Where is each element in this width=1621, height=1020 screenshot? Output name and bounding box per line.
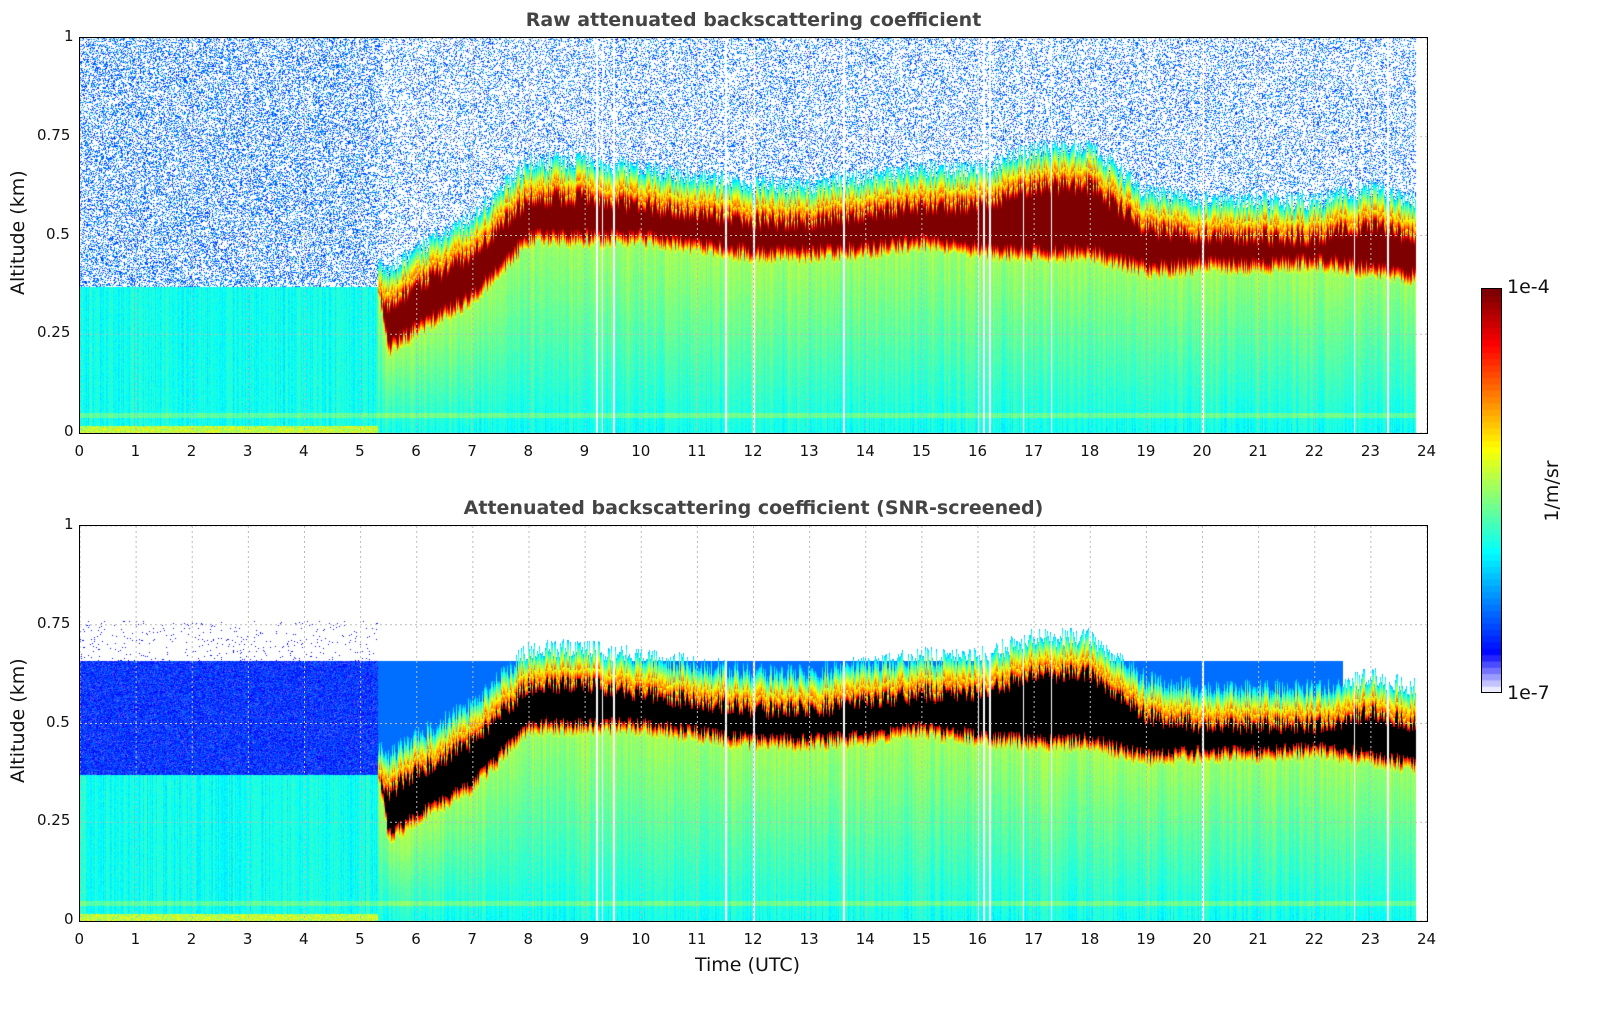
x-tick-label: 9 bbox=[579, 930, 590, 948]
x-tick-label: 13 bbox=[799, 442, 819, 460]
x-tick-label: 14 bbox=[855, 930, 875, 948]
x-tick-label: 16 bbox=[968, 442, 988, 460]
y-tick-label: 0.5 bbox=[46, 224, 70, 243]
x-tick-label: 6 bbox=[411, 930, 421, 948]
bottom-y-axis-label: Altitude (km) bbox=[7, 658, 29, 783]
x-tick-label: 4 bbox=[299, 442, 309, 460]
x-tick-label: 5 bbox=[355, 442, 365, 460]
x-tick-label: 14 bbox=[855, 442, 875, 460]
x-tick-label: 10 bbox=[631, 930, 651, 948]
x-tick-label: 0 bbox=[74, 930, 85, 948]
x-tick-label: 21 bbox=[1248, 442, 1268, 460]
x-tick-label: 13 bbox=[799, 930, 819, 948]
x-tick-label: 0 bbox=[74, 442, 85, 460]
top-y-axis-label: Altitude (km) bbox=[7, 170, 29, 295]
x-tick-label: 11 bbox=[687, 442, 707, 460]
x-tick-label: 16 bbox=[968, 930, 988, 948]
x-tick-label: 15 bbox=[911, 930, 931, 948]
x-tick-label: 24 bbox=[1417, 930, 1437, 948]
colorbar-min-label: 1e-7 bbox=[1507, 682, 1550, 704]
y-tick-label: 0.25 bbox=[37, 811, 71, 830]
x-tick-label: 6 bbox=[411, 442, 421, 460]
top-chart-title: Raw attenuated backscattering coefficien… bbox=[525, 9, 982, 31]
x-tick-label: 24 bbox=[1417, 442, 1437, 460]
x-tick-label: 2 bbox=[186, 442, 197, 460]
x-tick-label: 23 bbox=[1360, 442, 1380, 460]
x-tick-label: 4 bbox=[299, 930, 309, 948]
x-tick-label: 2 bbox=[186, 930, 197, 948]
y-tick-label: 0.75 bbox=[37, 125, 71, 144]
y-tick-label: 1 bbox=[64, 515, 74, 533]
x-axis-label: Time (UTC) bbox=[695, 954, 801, 976]
x-tick-label: 1 bbox=[130, 442, 141, 460]
x-tick-label: 12 bbox=[743, 442, 763, 460]
x-tick-label: 21 bbox=[1248, 930, 1268, 948]
y-tick-label: 0.5 bbox=[46, 712, 70, 731]
y-tick-label: 0.25 bbox=[37, 323, 71, 342]
y-tick-label: 0 bbox=[64, 422, 74, 440]
colorbar-label: 1/m/sr bbox=[1541, 460, 1563, 522]
top-grid bbox=[80, 38, 1427, 433]
y-tick-label: 0.75 bbox=[37, 613, 71, 632]
x-tick-label: 19 bbox=[1136, 442, 1156, 460]
x-tick-label: 15 bbox=[911, 442, 931, 460]
x-tick-label: 17 bbox=[1024, 930, 1044, 948]
x-tick-label: 10 bbox=[631, 442, 651, 460]
colorbar-max-label: 1e-4 bbox=[1507, 276, 1550, 298]
x-tick-label: 22 bbox=[1304, 442, 1324, 460]
y-tick-label: 0 bbox=[64, 910, 74, 928]
x-tick-label: 23 bbox=[1360, 930, 1380, 948]
x-tick-label: 7 bbox=[467, 930, 477, 948]
x-tick-label: 5 bbox=[355, 930, 365, 948]
x-tick-label: 17 bbox=[1024, 442, 1044, 460]
x-tick-label: 3 bbox=[242, 442, 253, 460]
x-tick-label: 9 bbox=[579, 442, 590, 460]
bottom-chart-title: Attenuated backscattering coefficient (S… bbox=[463, 497, 1044, 519]
x-tick-label: 7 bbox=[467, 442, 477, 460]
x-tick-label: 19 bbox=[1136, 930, 1156, 948]
x-tick-label: 1 bbox=[130, 930, 141, 948]
x-tick-label: 12 bbox=[743, 930, 763, 948]
colorbar bbox=[1481, 288, 1502, 693]
x-tick-label: 8 bbox=[523, 930, 534, 948]
bottom-plot-area bbox=[79, 525, 1428, 922]
x-tick-label: 20 bbox=[1192, 930, 1212, 948]
bottom-grid bbox=[80, 526, 1427, 921]
x-tick-label: 20 bbox=[1192, 442, 1212, 460]
x-tick-label: 22 bbox=[1304, 930, 1324, 948]
x-tick-label: 8 bbox=[523, 442, 534, 460]
x-tick-label: 3 bbox=[242, 930, 253, 948]
top-plot-area bbox=[79, 37, 1428, 434]
x-tick-label: 18 bbox=[1080, 930, 1100, 948]
x-tick-label: 11 bbox=[687, 930, 707, 948]
y-tick-label: 1 bbox=[64, 27, 74, 45]
x-tick-label: 18 bbox=[1080, 442, 1100, 460]
